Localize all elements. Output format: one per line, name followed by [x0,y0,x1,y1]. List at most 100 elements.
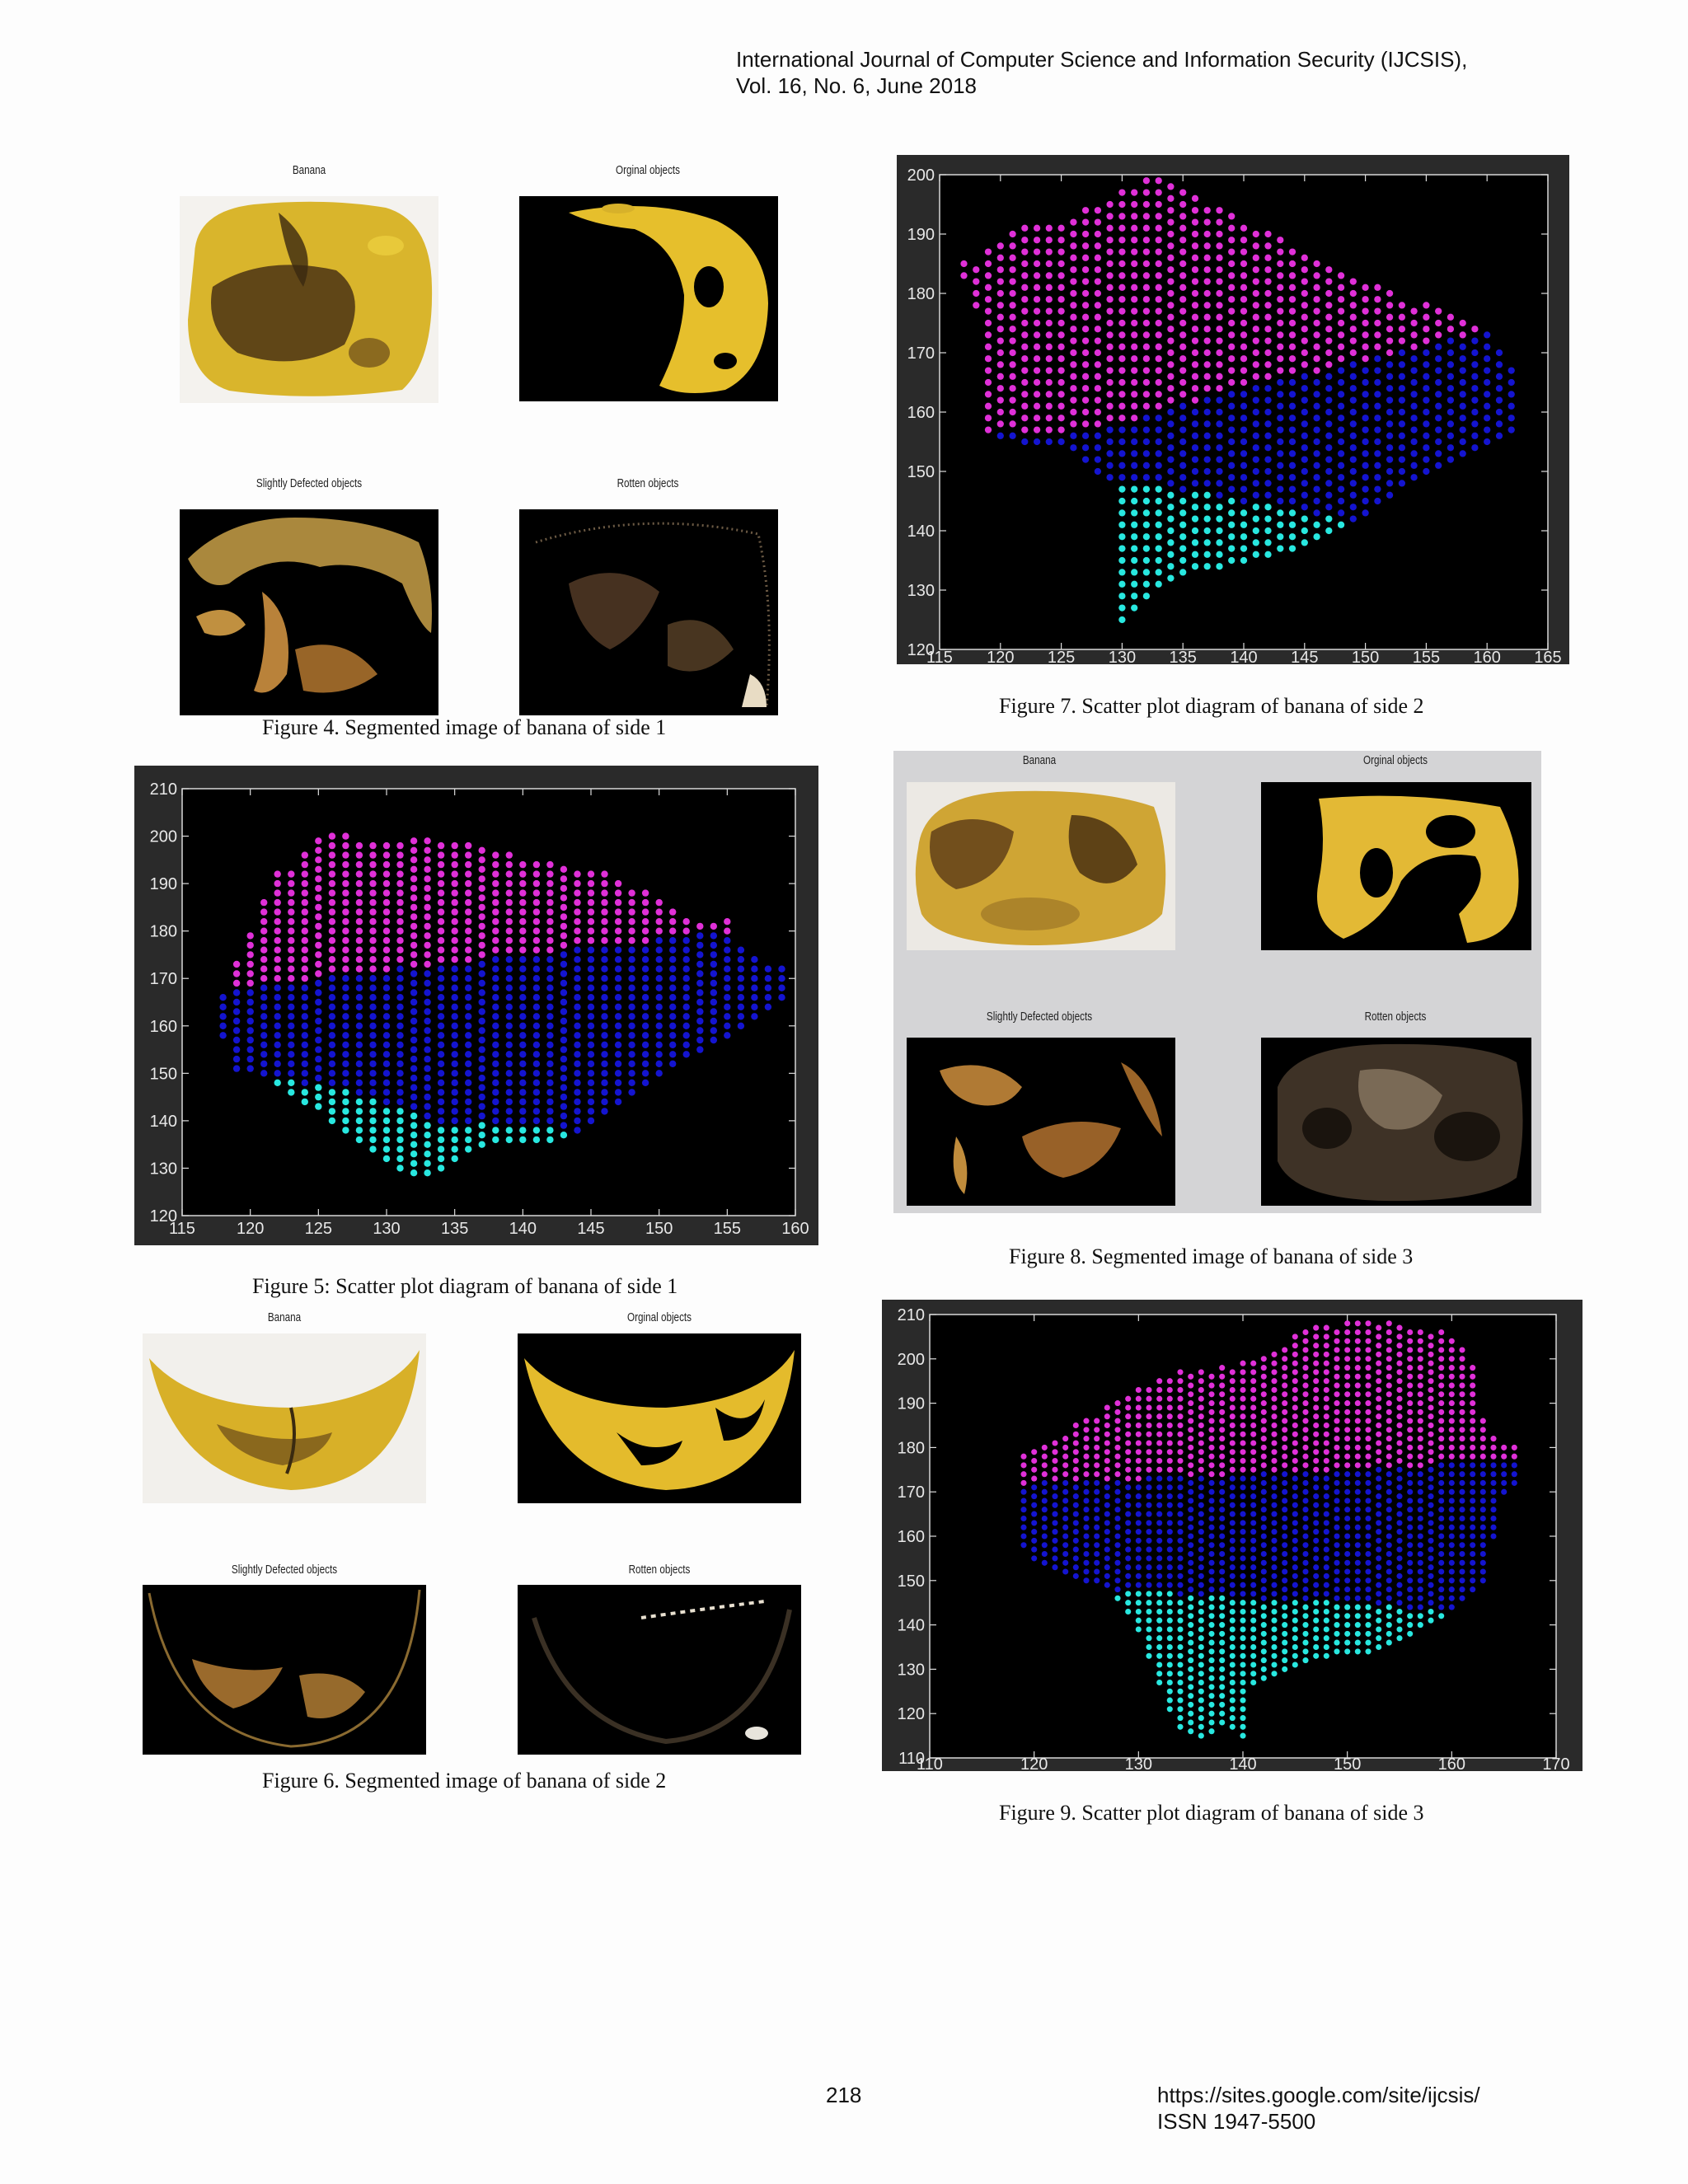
point-middle [546,1117,554,1125]
point-middle [1374,485,1381,493]
point-upper [1216,242,1223,250]
point-upper [492,946,499,954]
point-middle [260,1032,268,1039]
point-middle [1407,1550,1414,1558]
point-middle [478,1065,485,1072]
point-middle [232,989,241,996]
point-lower [1277,545,1284,552]
point-lower [1240,1626,1246,1633]
point-middle [1325,385,1333,392]
point-middle [342,975,349,982]
point-middle [1240,450,1248,457]
point-middle [1188,1533,1194,1540]
point-upper [1155,177,1162,185]
point-upper [1203,302,1211,309]
figure-6-caption: Figure 6. Segmented image of banana of s… [262,1769,667,1793]
point-upper [1313,1404,1320,1411]
point-lower [1365,1604,1372,1610]
point-upper [328,870,336,878]
point-middle [1435,402,1442,410]
point-middle [1396,1546,1403,1553]
point-upper [1208,1471,1215,1478]
figure-7-scatter-chart: 120 130 140 150 160 170 180 190 200 115 120 125 130 1… [897,155,1569,664]
point-middle [1208,1488,1215,1495]
point-upper [1313,1360,1320,1366]
point-middle [1228,438,1236,446]
point-upper [424,960,431,968]
point-middle [1459,426,1466,434]
point-lower [1203,504,1211,511]
point-upper [532,870,541,878]
point-middle [1301,467,1308,476]
point-lower [1240,1715,1246,1722]
point-middle [1114,1577,1121,1584]
point-upper [996,337,1004,344]
point-middle [1423,432,1430,439]
point-lower [1191,504,1199,511]
point-upper [1094,302,1102,309]
point-upper [315,941,322,949]
point-middle [1428,1502,1434,1508]
point-middle [505,1070,513,1077]
point-middle [1479,1533,1486,1540]
point-upper [382,879,391,888]
point-upper [1264,254,1272,261]
point-middle [1271,1582,1278,1588]
point-middle [451,1041,458,1048]
point-upper [1142,213,1151,220]
point-lower [1282,1657,1288,1664]
point-upper [437,937,445,944]
point-middle [315,1017,322,1025]
point-upper [1146,1404,1152,1411]
point-middle [1459,1568,1465,1575]
point-upper [984,367,992,374]
point-upper [1264,278,1272,285]
point-middle [1045,438,1053,446]
point-upper [1396,1457,1403,1465]
point-upper [1396,1422,1403,1429]
point-upper [1020,1462,1027,1469]
point-middle [396,1060,404,1067]
point-lower [274,1079,281,1086]
point-upper [342,946,349,954]
point-upper [1313,1413,1320,1420]
point-middle [219,1032,227,1039]
point-middle [696,932,704,940]
point-middle [601,1089,608,1096]
point-middle [315,1046,322,1053]
point-middle [1292,1502,1298,1508]
point-middle [1020,1497,1027,1504]
point-upper [1301,361,1308,368]
point-middle [1407,1533,1414,1540]
point-middle [478,1084,485,1091]
point-upper [1459,1391,1465,1398]
point-middle [628,1070,635,1077]
point-upper [1072,1457,1079,1465]
point-upper [1216,337,1223,344]
point-middle [1325,456,1333,463]
point-upper [342,956,349,963]
point-middle [1191,467,1199,476]
point-upper [1428,1422,1434,1429]
point-middle [1208,1507,1215,1513]
point-upper [1219,1453,1226,1460]
point-middle [1179,474,1187,481]
point-upper [1386,1436,1392,1442]
point-middle [1083,1524,1090,1530]
point-upper [1386,1329,1392,1336]
point-middle [1072,1537,1079,1544]
point-middle [532,1079,541,1086]
point-middle [1376,1555,1382,1562]
point-middle [1428,1572,1434,1579]
point-lower [1407,1622,1414,1629]
point-upper [1094,254,1102,261]
point-middle [614,965,622,972]
point-upper [1125,1449,1132,1455]
point-upper [1302,1391,1309,1398]
point-upper [1301,302,1308,309]
point-upper [396,841,404,850]
point-middle [628,1022,635,1029]
point-middle [1490,1488,1497,1495]
point-lower [532,1136,541,1144]
point-upper [1362,355,1369,363]
